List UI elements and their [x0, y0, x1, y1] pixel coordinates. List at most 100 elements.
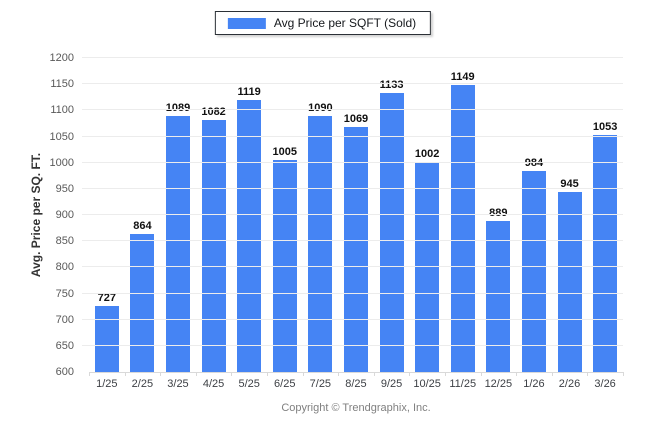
bar-slot: 984	[516, 58, 552, 372]
x-tick-label: 8/25	[345, 378, 367, 390]
x-axis-tick	[409, 372, 411, 376]
bar-slot: 1082	[196, 58, 232, 372]
y-tick-label: 850	[55, 235, 74, 248]
bar	[379, 93, 404, 372]
bar-slot: 1133	[374, 58, 410, 372]
x-tick-label: 1/25	[96, 378, 118, 390]
bar	[237, 100, 262, 372]
y-tick-label: 650	[55, 339, 74, 352]
bar-slot: 1069	[338, 58, 374, 372]
x-axis-tick	[160, 372, 162, 376]
bar-value-label: 1149	[450, 70, 475, 83]
x-axis-tick	[516, 372, 518, 376]
bar-slot: 1149	[445, 58, 481, 372]
bar-value-label: 1069	[343, 112, 369, 125]
x-axis-tick	[302, 372, 304, 376]
x-tick-label: 1/26	[523, 378, 545, 390]
bar	[486, 220, 511, 372]
x-tick-label: 2/26	[558, 378, 581, 390]
bar-value-label: 1002	[414, 147, 440, 160]
x-axis-tick	[587, 372, 589, 376]
gridline	[82, 318, 623, 320]
gridline	[82, 161, 623, 163]
y-tick-label: 1100	[50, 104, 74, 117]
bar	[308, 115, 333, 372]
y-tick-label: 950	[55, 182, 74, 195]
x-tick-label: 6/25	[274, 378, 296, 390]
bar	[450, 84, 475, 372]
bar-slot: 945	[552, 58, 588, 372]
y-tick-label: 1200	[49, 52, 74, 64]
legend: Avg Price per SQFT (Sold)	[214, 11, 432, 35]
x-axis-ticks	[89, 372, 624, 376]
gridline	[82, 187, 623, 189]
y-tick-label: 800	[55, 261, 74, 274]
gridline	[82, 57, 623, 58]
x-tick-label: 5/25	[238, 378, 260, 390]
y-tick-label: 700	[55, 313, 74, 326]
y-tick-label: 900	[55, 209, 74, 221]
bars-container: 727 864 1089 1082 1119 1005 1090 1069 1133 1002 11…	[89, 58, 623, 372]
y-tick-label: 1050	[49, 130, 74, 143]
gridline	[82, 135, 623, 137]
bar-slot: 864	[125, 58, 161, 372]
x-tick-label: 10/25	[413, 378, 441, 390]
copyright-text: Copyright © Trendgraphix, Inc.	[281, 402, 431, 414]
bar-value-label: 1089	[165, 102, 191, 115]
x-axis-tick	[267, 372, 268, 376]
plot-area: 727 864 1089 1082 1119 1005 1090 1069 1133 1002 11…	[82, 57, 623, 373]
x-axis-tick	[195, 372, 197, 376]
legend-swatch	[227, 17, 266, 29]
y-tick-label: 1150	[50, 78, 74, 91]
x-axis-tick	[551, 372, 553, 376]
bar-slot: 1089	[160, 58, 196, 372]
bar-slot: 727	[89, 58, 125, 372]
y-tick-label: 750	[55, 287, 74, 300]
bar-slot: 1090	[303, 58, 339, 372]
bar	[521, 171, 546, 372]
bar-value-label: 1090	[308, 101, 333, 114]
x-axis-tick	[89, 372, 90, 376]
x-tick-label: 9/25	[380, 378, 403, 390]
bar-slot: 1053	[587, 58, 623, 372]
gridline	[82, 266, 623, 268]
x-tick-label: 3/25	[167, 378, 189, 390]
bar-value-label: 945	[560, 177, 579, 190]
gridline	[82, 214, 623, 215]
y-tick-label: 600	[55, 366, 74, 378]
gridline	[82, 109, 623, 111]
x-axis-tick	[480, 372, 482, 376]
x-axis-tick	[124, 372, 126, 376]
bar	[557, 191, 582, 372]
x-axis-tick	[231, 372, 233, 376]
x-axis-tick	[373, 372, 375, 376]
bar-value-label: 1053	[592, 120, 618, 133]
bar	[593, 134, 618, 372]
bar-slot: 1005	[267, 58, 303, 372]
y-axis-labels: 600 650 700 750 800 850 900 950 1000 1050 1100 1150…	[0, 52, 82, 378]
x-tick-label: 7/25	[309, 378, 332, 390]
x-tick-label: 3/26	[594, 378, 616, 390]
bar-value-label: 1119	[237, 86, 261, 99]
bar	[201, 119, 226, 372]
bar	[343, 126, 368, 372]
bar-value-label: 984	[524, 157, 544, 169]
bar-value-label: 889	[489, 206, 508, 219]
bar-value-label: 1082	[201, 105, 226, 118]
x-axis-labels: 1/25 2/25 3/25 4/25 5/25 6/25 7/25 8/25 9/25 10/2…	[89, 378, 623, 390]
x-tick-label: 12/25	[484, 378, 513, 390]
x-axis-tick	[338, 372, 340, 376]
bar-value-label: 727	[97, 291, 116, 304]
bar-value-label: 1133	[379, 79, 404, 92]
bar-slot: 1002	[409, 58, 445, 372]
gridline	[82, 240, 623, 242]
gridline	[82, 344, 623, 346]
x-tick-label: 4/25	[202, 378, 225, 390]
x-tick-label: 11/25	[449, 378, 477, 390]
bar-slot: 1119	[231, 58, 267, 372]
bar	[165, 116, 190, 372]
bar-slot: 889	[481, 58, 517, 372]
x-tick-label: 2/25	[131, 378, 154, 390]
x-axis-tick	[445, 372, 446, 376]
